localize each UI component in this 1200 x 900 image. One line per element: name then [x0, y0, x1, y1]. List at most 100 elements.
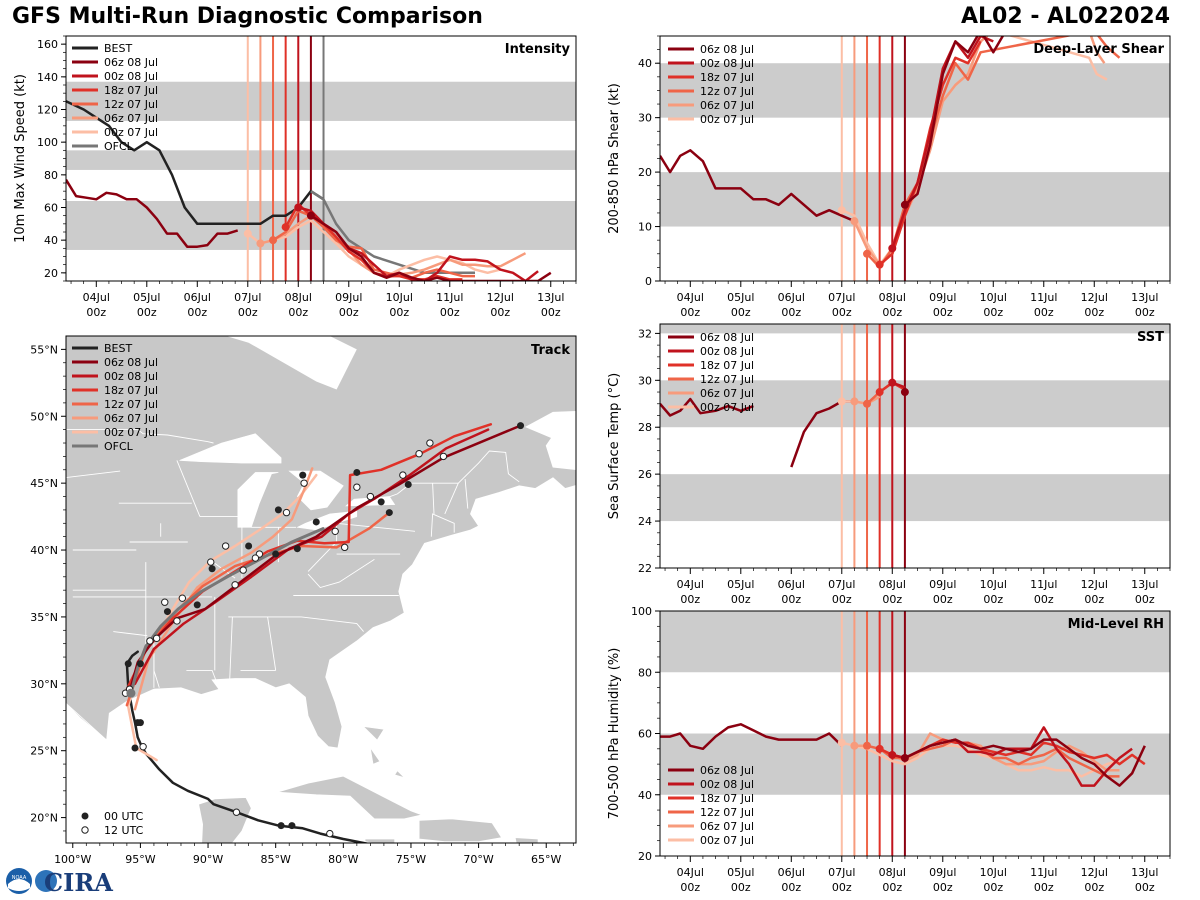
- track-marker-12utc: [426, 439, 434, 447]
- track-marker-12utc: [232, 808, 241, 816]
- intensity-xtick-label: 05Jul: [133, 291, 160, 304]
- sst-legend-label: 18z 07 Jul: [700, 359, 754, 372]
- rh-xtick-sublabel: 00z: [680, 881, 700, 894]
- intensity-series-line: [272, 209, 475, 279]
- rh-legend-label: 18z 07 Jul: [700, 792, 754, 805]
- intensity-xtick-sublabel: 00z: [238, 306, 258, 319]
- shear-ytick-label: 30: [638, 112, 652, 125]
- panel-rh: 20 40 60 80 100 04Jul 00z 05Jul 00z 06Jul 00z 07Jul…: [607, 605, 1171, 894]
- sst-xtick-label: 06Jul: [778, 578, 805, 591]
- track-marker-12utc: [282, 508, 291, 517]
- intensity-ytick-label: 60: [44, 202, 58, 215]
- track-marker-12utc: [178, 594, 187, 602]
- political-border: [430, 513, 455, 537]
- track-legend-label: 12z 07 Jul: [104, 398, 158, 411]
- rh-xtick-label: 12Jul: [1081, 866, 1108, 879]
- intensity-legend-label: 18z 07 Jul: [104, 84, 158, 97]
- intensity-series-line: [310, 214, 552, 281]
- sst-xtick-label: 12Jul: [1081, 578, 1108, 591]
- track-xtick-label: 80°W: [328, 853, 358, 866]
- ofcl-track-line: [129, 527, 325, 695]
- great-lake: [237, 472, 279, 528]
- intensity-ytick-label: 20: [44, 267, 58, 280]
- sst-legend-label: 00z 07 Jul: [700, 401, 754, 414]
- track-ytick-label: 45°N: [30, 477, 58, 490]
- intensity-legend-label: OFCL: [104, 140, 134, 153]
- intensity-xtick-sublabel: 00z: [440, 306, 460, 319]
- track-xtick-label: 65°W: [531, 853, 561, 866]
- sst-xtick-sublabel: 00z: [1135, 593, 1155, 606]
- track-xtick-label: 70°W: [463, 853, 493, 866]
- track-legend-label: BEST: [104, 342, 132, 355]
- political-border: [432, 483, 435, 514]
- intensity-xtick-label: 11Jul: [436, 291, 463, 304]
- track-marker-12utc: [251, 554, 260, 562]
- sst-ytick-label: 26: [638, 468, 652, 481]
- rh-series-start-dot: [850, 741, 859, 750]
- sst-xtick-sublabel: 00z: [933, 593, 953, 606]
- great-lake: [179, 433, 282, 464]
- sst-xtick-label: 10Jul: [980, 578, 1007, 591]
- noaa-logo-text: NOAA: [12, 875, 27, 881]
- sst-series-start-dot: [850, 397, 859, 406]
- track-ytick-label: 55°N: [30, 343, 58, 356]
- shear-series-start-dot: [837, 206, 846, 215]
- shear-legend-label: 00z 07 Jul: [700, 113, 754, 126]
- rh-series-line: [904, 738, 1146, 787]
- intensity-best-line: [66, 100, 325, 226]
- shear-legend-label: 12z 07 Jul: [700, 85, 754, 98]
- rh-ytick-label: 80: [638, 666, 652, 679]
- figure-title: GFS Multi-Run Diagnostic Comparison: [12, 4, 483, 29]
- shear-ytick-label: 10: [638, 221, 652, 234]
- legend-12utc-marker: [81, 826, 89, 834]
- track-ytick-label: 40°N: [30, 544, 58, 557]
- sst-xtick-label: 13Jul: [1131, 578, 1158, 591]
- shear-gfs-analysis-line: [660, 149, 855, 223]
- sst-xtick-sublabel: 00z: [781, 593, 801, 606]
- sst-ytick-label: 24: [638, 515, 652, 528]
- rh-xtick-sublabel: 00z: [1135, 881, 1155, 894]
- panel-shear: 0 10 20 30 40 04Jul 00z 05Jul 00z 06Jul 00z 07Jul 00…: [607, 35, 1171, 319]
- shear-series-line: [904, 36, 1005, 206]
- intensity-legend-label: BEST: [104, 42, 132, 55]
- track-legend-label: 06z 08 Jul: [104, 356, 158, 369]
- sst-threshold-band: [660, 324, 1170, 334]
- rh-xtick-label: 13Jul: [1131, 866, 1158, 879]
- sst-legend-label: 06z 07 Jul: [700, 387, 754, 400]
- track-marker-12utc: [207, 558, 215, 566]
- mexico-landmass: [66, 702, 252, 843]
- track-legend-label: 06z 07 Jul: [104, 412, 158, 425]
- sst-legend-label: 00z 08 Jul: [700, 345, 754, 358]
- intensity-ytick-label: 140: [37, 71, 58, 84]
- track-marker-00utc: [312, 518, 320, 526]
- track-marker-00utc: [517, 422, 525, 430]
- hudson-bay: [226, 336, 357, 390]
- shear-ylabel: 200-850 hPa Shear (kt): [607, 83, 622, 234]
- panel-track: 100°W 95°W 90°W 85°W 80°W 75°W 70°W 65°W 20°N 25°…: [30, 335, 577, 866]
- rh-panel-label: Mid-Level RH: [1068, 617, 1164, 632]
- rh-xtick-label: 09Jul: [929, 866, 956, 879]
- rh-plot-area: [660, 611, 1170, 856]
- cira-globe-icon: [35, 870, 57, 892]
- track-marker-12utc: [300, 479, 308, 487]
- intensity-xtick-label: 08Jul: [285, 291, 312, 304]
- legend-12utc-label: 12 UTC: [104, 824, 144, 837]
- shear-threshold-band: [660, 172, 1170, 227]
- rh-ytick-label: 60: [638, 728, 652, 741]
- sst-xtick-label: 08Jul: [879, 578, 906, 591]
- shear-xtick-sublabel: 00z: [1135, 306, 1155, 319]
- track-marker-00utc: [124, 660, 132, 668]
- rh-legend-label: 00z 07 Jul: [700, 834, 754, 847]
- political-border: [186, 669, 217, 682]
- rh-xtick-sublabel: 00z: [1084, 881, 1104, 894]
- intensity-xtick-sublabel: 00z: [541, 306, 561, 319]
- rh-xtick-label: 06Jul: [778, 866, 805, 879]
- intensity-threshold-band: [66, 81, 576, 121]
- storm-id-title: AL02 - AL022024: [961, 4, 1170, 29]
- rh-legend-label: 06z 07 Jul: [700, 820, 754, 833]
- sst-xtick-sublabel: 00z: [832, 593, 852, 606]
- track-marker-12utc: [146, 637, 154, 645]
- shear-xtick-sublabel: 00z: [731, 306, 751, 319]
- rh-xtick-sublabel: 00z: [933, 881, 953, 894]
- track-marker-12utc: [221, 542, 230, 550]
